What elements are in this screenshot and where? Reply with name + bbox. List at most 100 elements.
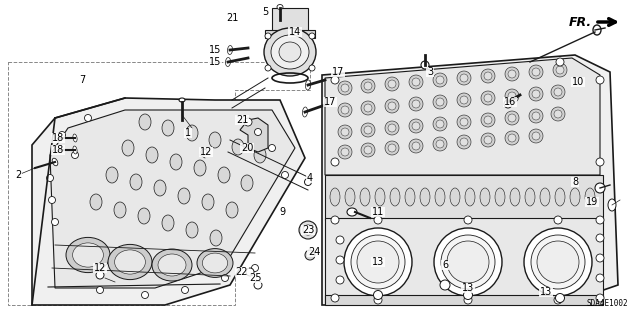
Ellipse shape (357, 241, 399, 283)
Ellipse shape (484, 72, 492, 80)
Ellipse shape (433, 117, 447, 131)
Ellipse shape (481, 133, 495, 147)
Ellipse shape (460, 96, 468, 104)
Ellipse shape (508, 114, 516, 122)
Ellipse shape (595, 183, 605, 193)
Ellipse shape (331, 158, 339, 166)
Ellipse shape (186, 222, 198, 238)
Ellipse shape (433, 95, 447, 109)
Ellipse shape (186, 125, 198, 141)
Ellipse shape (421, 61, 429, 69)
Ellipse shape (553, 63, 567, 77)
Ellipse shape (73, 134, 77, 142)
Ellipse shape (303, 107, 308, 117)
Text: 16: 16 (504, 97, 516, 107)
Ellipse shape (457, 135, 471, 149)
Text: 11: 11 (372, 207, 384, 217)
Ellipse shape (309, 65, 315, 71)
Text: 15: 15 (209, 57, 221, 67)
Ellipse shape (202, 253, 228, 273)
Ellipse shape (388, 80, 396, 88)
Text: 22: 22 (236, 267, 248, 277)
Ellipse shape (385, 141, 399, 155)
Ellipse shape (361, 143, 375, 157)
Bar (265, 30, 315, 38)
Ellipse shape (532, 68, 540, 76)
Text: 18: 18 (52, 133, 64, 143)
Text: 5: 5 (262, 7, 268, 17)
Ellipse shape (409, 119, 423, 133)
Text: 2: 2 (15, 170, 21, 180)
Ellipse shape (433, 73, 447, 87)
Text: 25: 25 (250, 273, 262, 283)
Ellipse shape (338, 145, 352, 159)
Ellipse shape (178, 188, 190, 204)
Ellipse shape (556, 293, 564, 302)
Ellipse shape (52, 158, 58, 166)
Ellipse shape (464, 296, 472, 304)
Ellipse shape (596, 254, 604, 262)
Polygon shape (322, 55, 618, 305)
Bar (272, 8, 308, 33)
Ellipse shape (90, 194, 102, 210)
Ellipse shape (464, 216, 472, 224)
Ellipse shape (524, 228, 592, 296)
Bar (325, 175, 603, 220)
Ellipse shape (460, 74, 468, 82)
Text: 9: 9 (279, 207, 285, 217)
Ellipse shape (138, 208, 150, 224)
Text: 15: 15 (209, 45, 221, 55)
Ellipse shape (361, 123, 375, 137)
Ellipse shape (529, 129, 543, 143)
Ellipse shape (336, 276, 344, 284)
Ellipse shape (114, 202, 126, 218)
Text: 14: 14 (289, 27, 301, 37)
Ellipse shape (141, 292, 148, 299)
Ellipse shape (412, 78, 420, 86)
Ellipse shape (106, 167, 118, 183)
Ellipse shape (436, 76, 444, 84)
Text: 12: 12 (94, 263, 106, 273)
Ellipse shape (97, 286, 104, 293)
Ellipse shape (330, 188, 340, 206)
Polygon shape (32, 98, 305, 305)
Ellipse shape (351, 235, 405, 289)
Ellipse shape (441, 235, 495, 289)
Text: 23: 23 (302, 225, 314, 235)
Ellipse shape (305, 250, 315, 260)
Ellipse shape (570, 188, 580, 206)
Polygon shape (240, 118, 268, 152)
Ellipse shape (209, 132, 221, 148)
Ellipse shape (271, 35, 309, 69)
Text: 12: 12 (200, 147, 212, 157)
Ellipse shape (505, 111, 519, 125)
Ellipse shape (409, 97, 423, 111)
Ellipse shape (361, 79, 375, 93)
Ellipse shape (158, 254, 186, 276)
Ellipse shape (481, 113, 495, 127)
Ellipse shape (241, 175, 253, 191)
Text: 24: 24 (308, 247, 320, 257)
Ellipse shape (484, 116, 492, 124)
Ellipse shape (532, 112, 540, 120)
Ellipse shape (447, 241, 489, 283)
Ellipse shape (146, 147, 158, 163)
Ellipse shape (254, 147, 266, 163)
Ellipse shape (596, 158, 604, 166)
Text: SDA4E1002: SDA4E1002 (586, 299, 628, 308)
Ellipse shape (504, 100, 512, 108)
Ellipse shape (303, 225, 313, 235)
Ellipse shape (585, 188, 595, 206)
Ellipse shape (364, 104, 372, 112)
Ellipse shape (505, 89, 519, 103)
Ellipse shape (608, 199, 616, 211)
Ellipse shape (440, 280, 450, 290)
Ellipse shape (336, 236, 344, 244)
Ellipse shape (232, 139, 244, 155)
Ellipse shape (385, 121, 399, 135)
Text: 17: 17 (324, 97, 336, 107)
Ellipse shape (309, 33, 315, 39)
Ellipse shape (374, 291, 383, 300)
Ellipse shape (170, 154, 182, 170)
Ellipse shape (139, 114, 151, 130)
